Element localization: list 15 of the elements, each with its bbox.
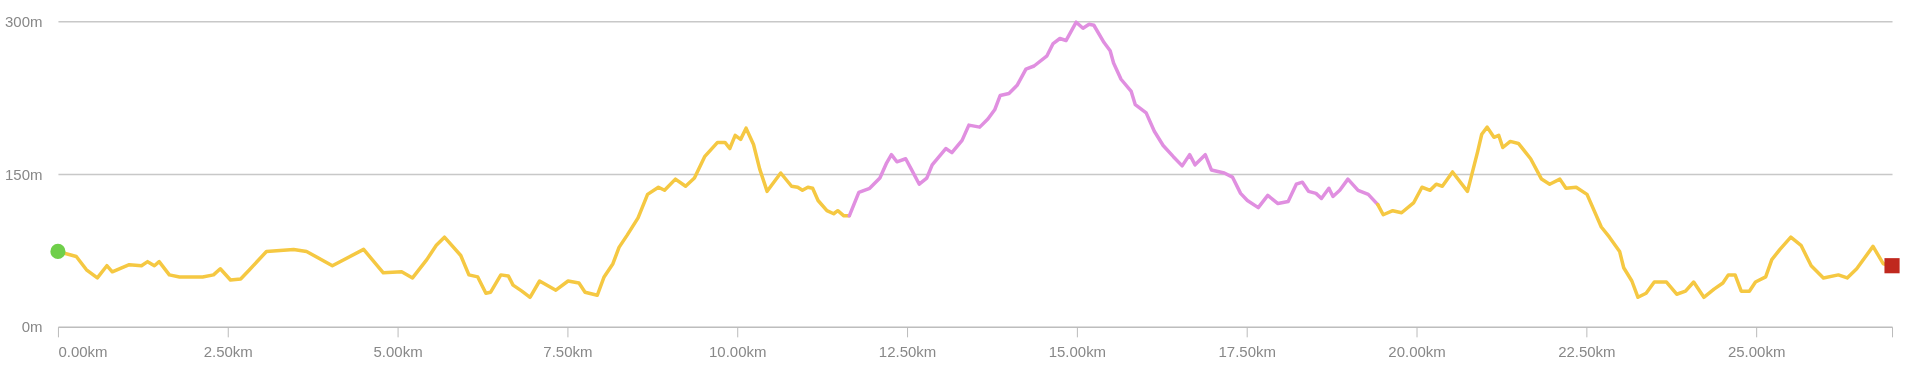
x-tick-label: 7.50km [543, 343, 593, 361]
x-tick-label: 5.00km [373, 343, 423, 361]
line-series [847, 20, 1380, 218]
x-tick-label: 10.00km [709, 343, 767, 361]
x-tick-label: 2.50km [203, 343, 253, 361]
x-tick-label: 20.00km [1388, 343, 1446, 361]
y-tick-label: 0m [21, 318, 43, 336]
x-tick-label: 17.50km [1218, 343, 1276, 361]
x-tick-label: 12.50km [878, 343, 937, 361]
y-tick-label: 150m [5, 165, 43, 183]
x-tick-label: 22.50km [1558, 343, 1616, 361]
x-tick-label: 0.00km [58, 343, 108, 361]
x-tick-label: 15.00km [1048, 343, 1107, 361]
y-tick-label: 300m [5, 12, 43, 30]
x-tick-label: 25.00km [1727, 343, 1786, 361]
